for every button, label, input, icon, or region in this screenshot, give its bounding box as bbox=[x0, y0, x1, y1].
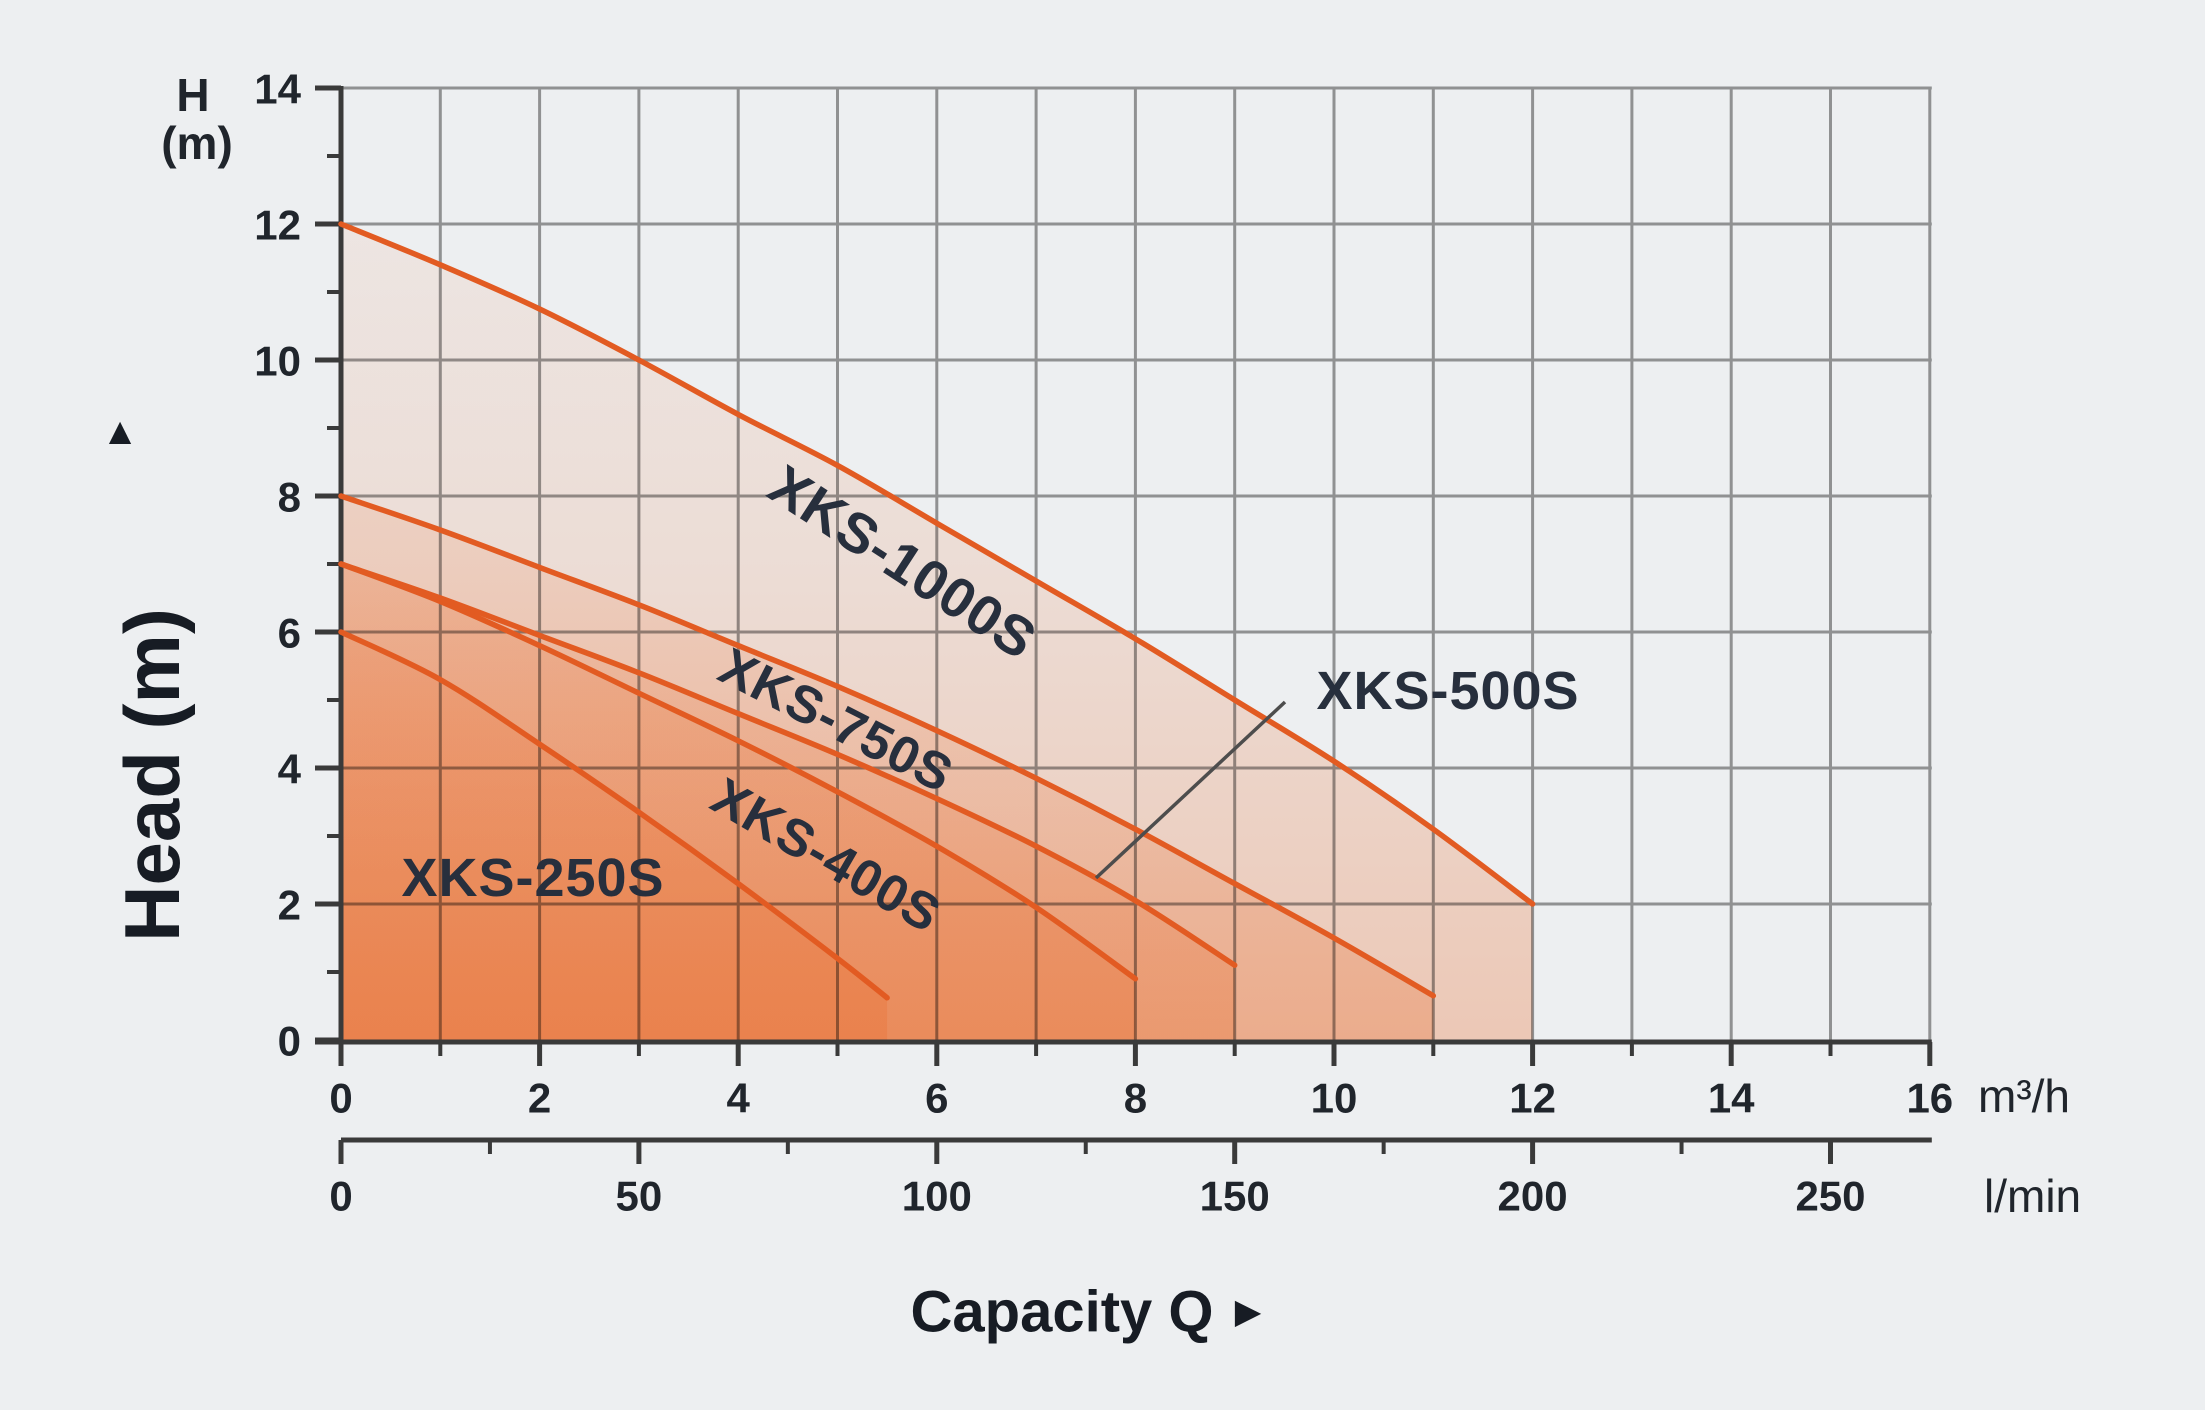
curve-xks-1000s bbox=[338, 221, 1536, 907]
m3h-tick-label: 2 bbox=[528, 1075, 551, 1122]
y-tick-label: 14 bbox=[254, 66, 301, 113]
m3h-tick-label: 16 bbox=[1906, 1075, 1953, 1122]
y-tick-label: 12 bbox=[254, 202, 301, 249]
curve-label-xks-500s: XKS-500S bbox=[1316, 661, 1579, 721]
curve-xks-250s bbox=[338, 629, 890, 1001]
head-axis-arrow-icon: ▲ bbox=[101, 411, 139, 453]
m3h-tick-label: 0 bbox=[329, 1075, 352, 1122]
pump-curves bbox=[338, 221, 1536, 1001]
y-tick-label: 6 bbox=[278, 610, 301, 657]
xks-500s-leader-line bbox=[1094, 700, 1287, 880]
m3h-tick-label: 8 bbox=[1124, 1075, 1147, 1122]
curve-xks-400s bbox=[338, 561, 1139, 982]
curve-xks-500s bbox=[338, 561, 1238, 968]
y-tick-label: 10 bbox=[254, 338, 301, 385]
capacity-axis-arrow-icon: ► bbox=[1226, 1288, 1270, 1337]
gridlines bbox=[341, 86, 1932, 1040]
lmin-tick-label: 50 bbox=[616, 1173, 663, 1220]
lmin-tick-label: 100 bbox=[902, 1173, 972, 1220]
m3h-tick-label: 10 bbox=[1311, 1075, 1358, 1122]
m3h-tick-label: 6 bbox=[925, 1075, 948, 1122]
y-tick-label: 4 bbox=[278, 746, 302, 793]
m3h-tick-label: 4 bbox=[727, 1075, 751, 1122]
m3h-tick-label: 14 bbox=[1708, 1075, 1755, 1122]
m3h-tick-label: 12 bbox=[1509, 1075, 1556, 1122]
y-tick-label: 2 bbox=[278, 882, 301, 929]
y-axis-symbol-unit: (m) bbox=[161, 117, 233, 169]
y-tick-label: 0 bbox=[278, 1018, 301, 1065]
lmin-tick-label: 200 bbox=[1498, 1173, 1568, 1220]
capacity-axis-title: Capacity Q bbox=[911, 1280, 1214, 1345]
y-axis-symbol: H bbox=[176, 69, 209, 121]
y-tick-label: 8 bbox=[278, 474, 301, 521]
lmin-tick-label: 0 bbox=[329, 1173, 352, 1220]
curve-label-xks-250s: XKS-250S bbox=[401, 848, 664, 908]
head-axis-title: Head (m) bbox=[108, 608, 196, 942]
curve-xks-750s bbox=[338, 493, 1437, 999]
m3h-unit-label: m³/h bbox=[1978, 1070, 2070, 1122]
lmin-unit-label: l/min bbox=[1984, 1170, 2081, 1222]
lmin-tick-label: 250 bbox=[1795, 1173, 1865, 1220]
lmin-tick-label: 150 bbox=[1200, 1173, 1270, 1220]
